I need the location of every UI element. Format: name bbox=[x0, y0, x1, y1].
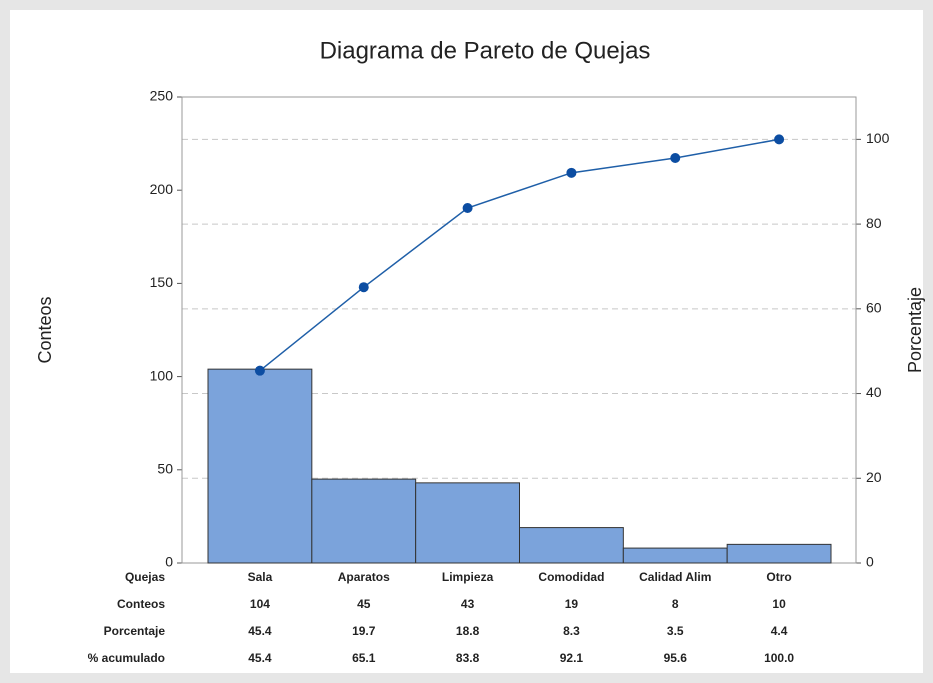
count-cell: 8 bbox=[672, 597, 679, 611]
x-tick-label: Sala bbox=[248, 570, 273, 584]
y-axis-label: Conteos bbox=[35, 296, 55, 363]
x-tick-label: Aparatos bbox=[338, 570, 390, 584]
cumulative-cell: 83.8 bbox=[456, 651, 480, 665]
percent-cell: 45.4 bbox=[248, 624, 272, 638]
cumulative-point bbox=[566, 167, 577, 178]
bar bbox=[311, 478, 417, 564]
y-tick-label: 100 bbox=[150, 367, 174, 383]
y2-tick-label: 40 bbox=[866, 384, 882, 400]
row-label: Porcentaje bbox=[104, 624, 166, 638]
percent-cell: 4.4 bbox=[771, 624, 788, 638]
x-tick-label: Comodidad bbox=[538, 570, 604, 584]
y2-tick-label: 0 bbox=[866, 554, 874, 570]
cumulative-point bbox=[462, 202, 473, 213]
x-tick-label: Otro bbox=[766, 570, 791, 584]
y2-tick-label: 80 bbox=[866, 215, 882, 231]
y-tick-label: 200 bbox=[150, 181, 174, 197]
percent-cell: 8.3 bbox=[563, 624, 580, 638]
y2-tick-label: 100 bbox=[866, 130, 890, 146]
row-label: Conteos bbox=[117, 597, 165, 611]
cumulative-cell: 45.4 bbox=[248, 651, 272, 665]
count-cell: 45 bbox=[357, 597, 371, 611]
y-tick-label: 50 bbox=[157, 461, 173, 477]
cumulative-line bbox=[259, 138, 780, 372]
row-label: Quejas bbox=[125, 570, 165, 584]
percent-cell: 3.5 bbox=[667, 624, 684, 638]
count-cell: 104 bbox=[250, 597, 270, 611]
bar bbox=[207, 368, 313, 564]
percent-cell: 19.7 bbox=[352, 624, 376, 638]
cumulative-cell: 100.0 bbox=[764, 651, 794, 665]
bar bbox=[519, 527, 624, 564]
x-tick-label: Limpieza bbox=[442, 570, 494, 584]
cumulative-point bbox=[254, 365, 265, 376]
cumulative-point bbox=[670, 153, 681, 164]
row-label: % acumulado bbox=[88, 651, 165, 665]
cumulative-cell: 95.6 bbox=[664, 651, 688, 665]
bar bbox=[415, 482, 520, 564]
y2-tick-label: 60 bbox=[866, 300, 882, 316]
count-cell: 10 bbox=[772, 597, 786, 611]
y2-tick-label: 20 bbox=[866, 469, 882, 485]
count-cell: 19 bbox=[565, 597, 579, 611]
bar bbox=[622, 547, 728, 564]
cumulative-point bbox=[358, 282, 369, 293]
x-tick-label: Calidad Alim bbox=[639, 570, 711, 584]
chart-title: Diagrama de Pareto de Quejas bbox=[320, 37, 651, 64]
cumulative-point bbox=[774, 134, 785, 145]
y-tick-label: 150 bbox=[150, 274, 174, 290]
y2-axis-label: Porcentaje bbox=[905, 287, 925, 373]
y-tick-label: 250 bbox=[150, 88, 174, 104]
y-tick-label: 0 bbox=[165, 554, 173, 570]
cumulative-cell: 65.1 bbox=[352, 651, 376, 665]
cumulative-cell: 92.1 bbox=[560, 651, 584, 665]
percent-cell: 18.8 bbox=[456, 624, 480, 638]
bar bbox=[726, 543, 832, 564]
count-cell: 43 bbox=[461, 597, 475, 611]
